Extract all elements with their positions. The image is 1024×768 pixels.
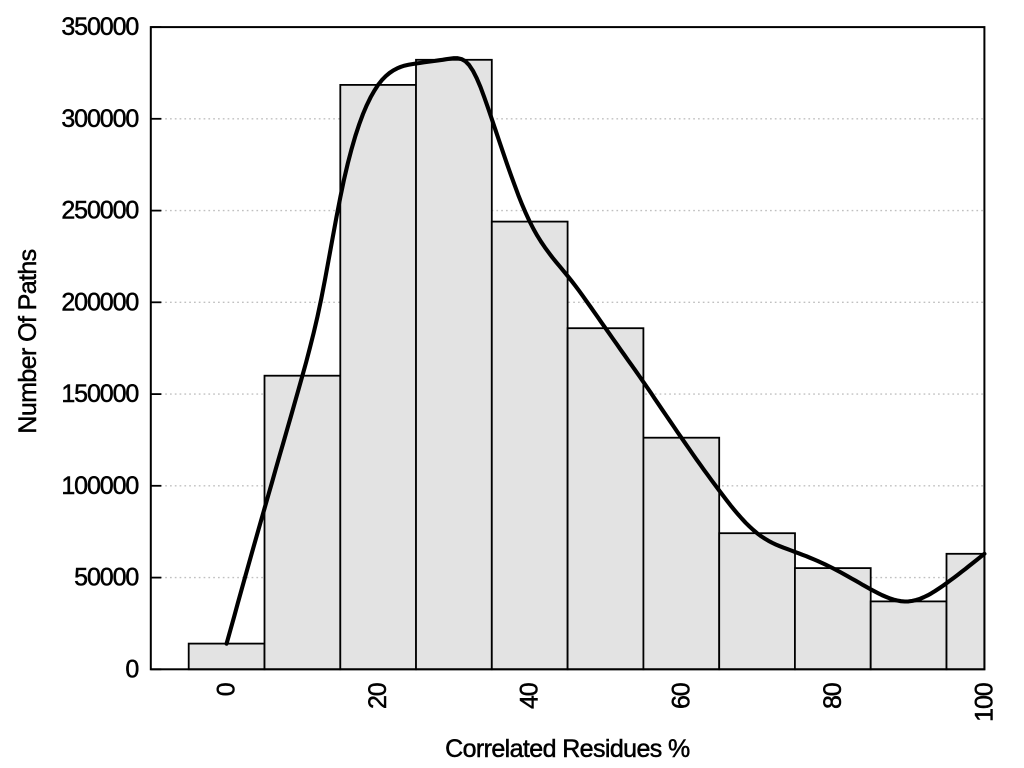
svg-text:100000: 100000: [61, 472, 138, 500]
svg-text:250000: 250000: [61, 197, 138, 225]
svg-text:20: 20: [364, 683, 392, 709]
svg-text:80: 80: [819, 683, 847, 709]
svg-text:350000: 350000: [61, 13, 138, 41]
svg-text:Number Of Paths: Number Of Paths: [14, 249, 42, 433]
svg-text:40: 40: [516, 683, 544, 709]
svg-text:60: 60: [667, 683, 695, 709]
svg-text:100: 100: [970, 683, 998, 722]
svg-text:300000: 300000: [61, 105, 138, 133]
svg-text:Correlated Residues %: Correlated Residues %: [445, 735, 690, 763]
svg-text:0: 0: [125, 655, 138, 683]
svg-text:0: 0: [213, 683, 241, 696]
svg-text:150000: 150000: [61, 380, 138, 408]
svg-text:200000: 200000: [61, 288, 138, 316]
svg-text:50000: 50000: [74, 564, 138, 592]
